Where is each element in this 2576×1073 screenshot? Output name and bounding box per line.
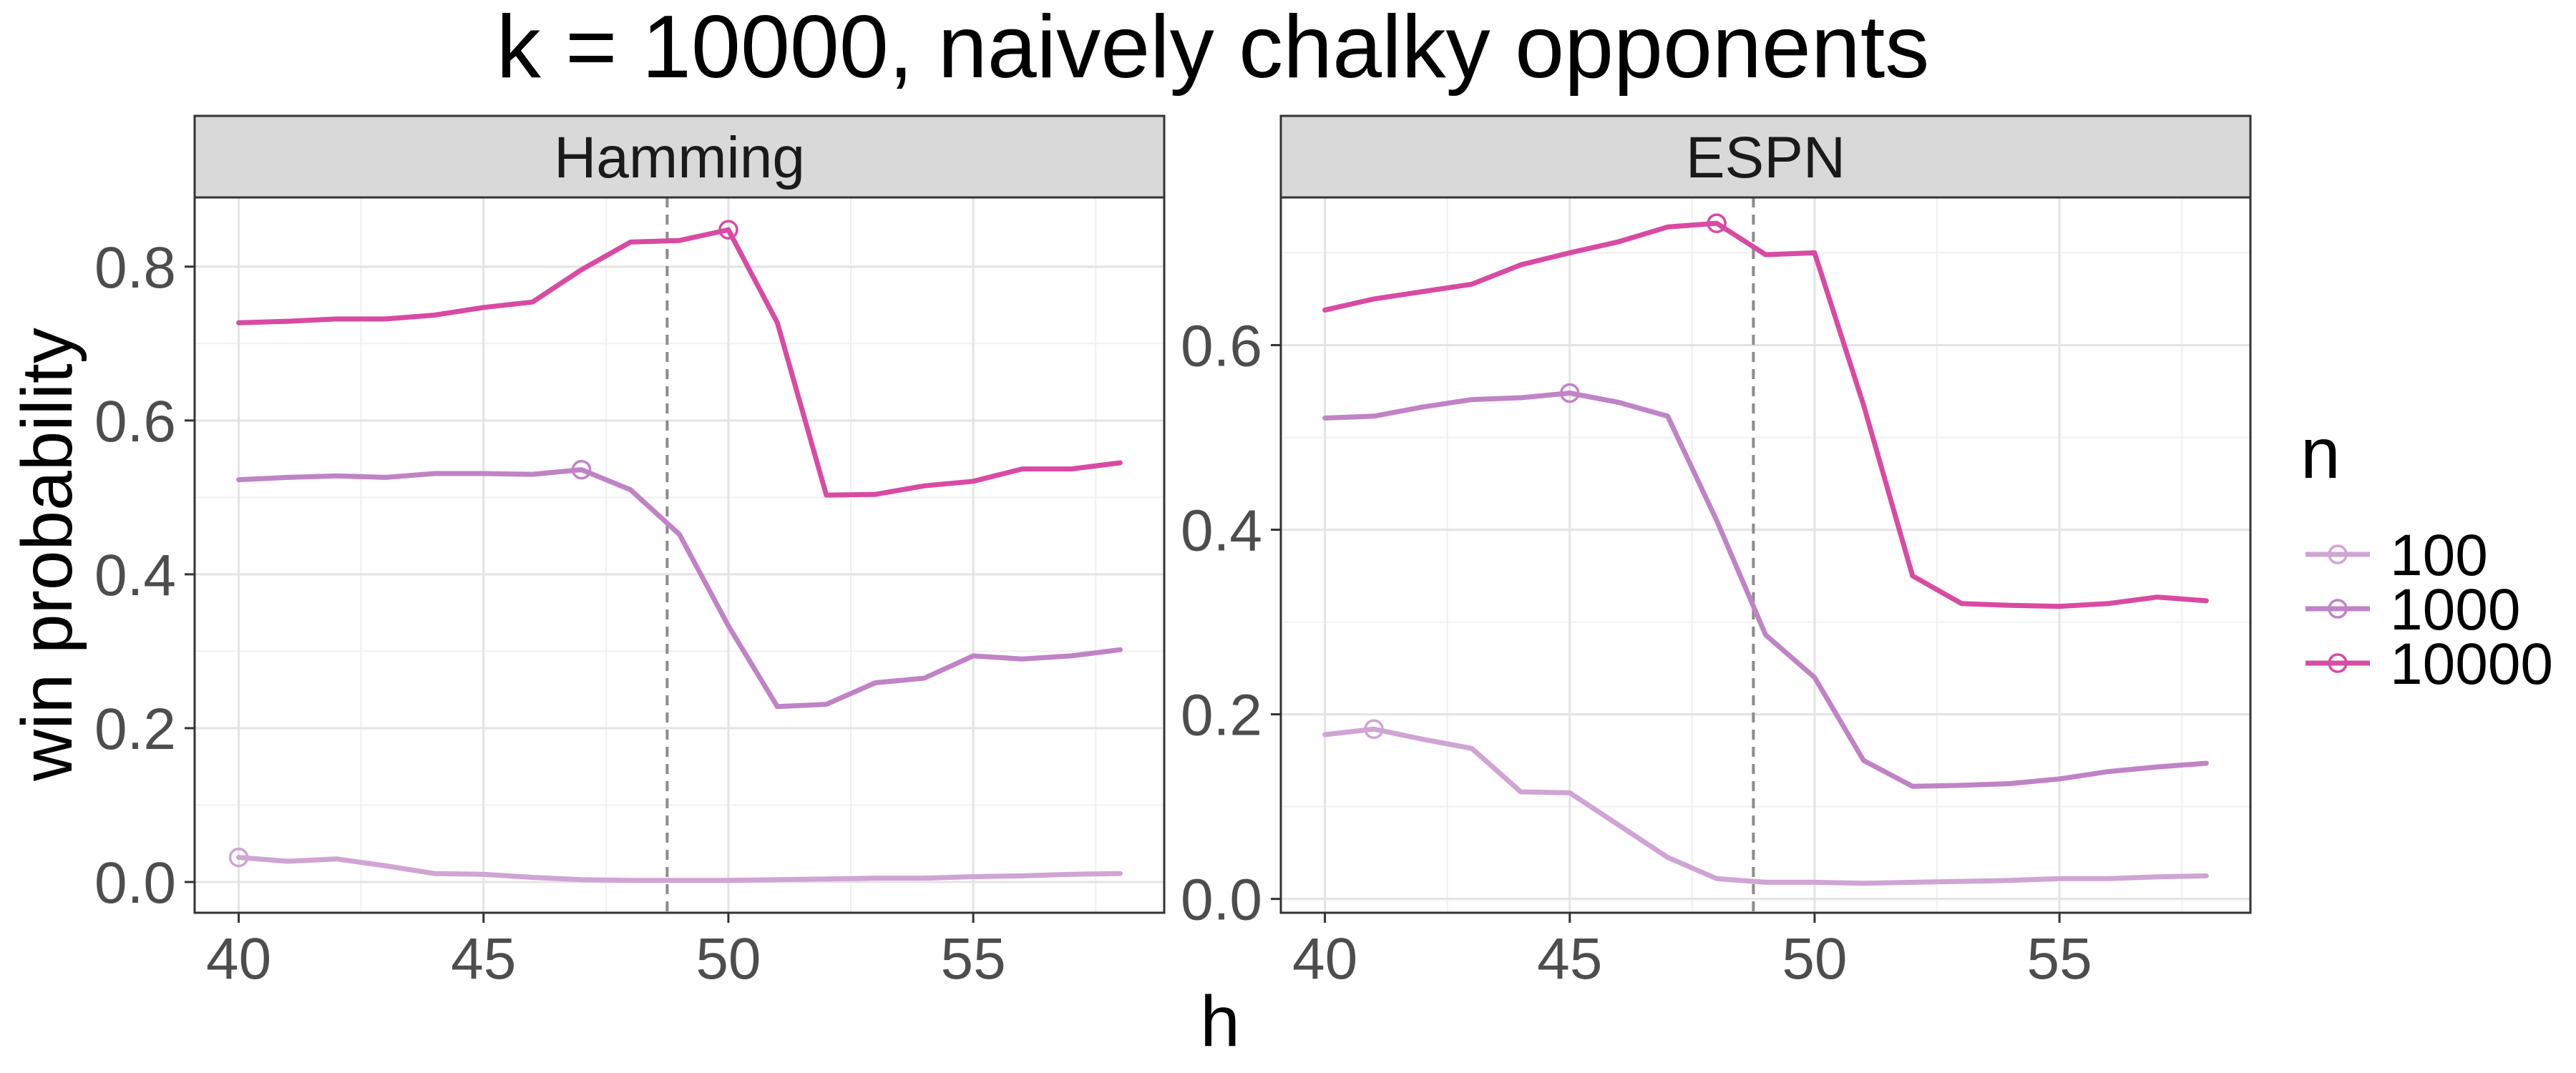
- legend-title: n: [2301, 413, 2341, 494]
- y-tick-label: 0.0: [94, 851, 176, 916]
- max-marker-100: [1364, 719, 1384, 739]
- max-marker-1000: [571, 459, 592, 480]
- y-tick-label: 0.2: [1181, 683, 1262, 748]
- legend-label-1000: 1000: [2390, 577, 2520, 642]
- y-tick-label: 0.8: [94, 235, 176, 300]
- panel-hamming: Hamming 40 45 50 55 0.0 0.2 0.4 0.6 0.8: [94, 114, 1166, 991]
- y-tick-label: 0.6: [94, 389, 176, 454]
- y-tick-label: 0.2: [94, 697, 176, 762]
- x-tick-label: 40: [1292, 926, 1357, 991]
- series-line-1000: [236, 467, 1123, 710]
- max-marker-10000: [1707, 213, 1727, 233]
- series-line-10000: [1322, 220, 2209, 609]
- y-axis-title: win probability: [7, 328, 87, 782]
- y-tick-label: 0.0: [1181, 868, 1262, 933]
- legend-key-marker-10000: [2328, 653, 2348, 673]
- plot-background: [1281, 197, 2250, 913]
- series-line-100: [1322, 726, 2209, 886]
- facet-strip: [193, 114, 1166, 199]
- x-axis-title: h: [1200, 981, 1240, 1062]
- series-line-100: [236, 855, 1123, 883]
- y-tick-label: 0.6: [1181, 313, 1262, 378]
- legend-key-marker-100: [2328, 544, 2348, 564]
- legend-key-marker-1000: [2328, 599, 2348, 619]
- x-tick-label: 40: [206, 926, 271, 991]
- x-tick-label: 50: [1782, 926, 1847, 991]
- panel-border: [193, 196, 1166, 914]
- max-marker-10000: [718, 220, 738, 240]
- y-tick-label: 0.4: [1181, 499, 1262, 564]
- y-tick-label: 0.4: [94, 543, 176, 608]
- chart-title: k = 10000, naively chalky opponents: [497, 0, 1930, 97]
- max-marker-100: [228, 847, 249, 868]
- panel-border: [1279, 196, 2252, 914]
- x-tick-label: 45: [451, 926, 516, 991]
- x-tick-label: 45: [1537, 926, 1602, 991]
- x-tick-label: 55: [940, 926, 1005, 991]
- series-line-1000: [1322, 391, 2209, 789]
- facet-strip-label: ESPN: [1686, 125, 1845, 190]
- panel-espn: ESPN 40 45 50 55 0.0 0.2 0.4 0.6: [1181, 114, 2252, 991]
- max-marker-1000: [1560, 383, 1580, 403]
- series-line-10000: [236, 227, 1123, 498]
- x-tick-label: 55: [2026, 926, 2092, 991]
- x-tick-label: 50: [696, 926, 761, 991]
- legend-label-100: 100: [2390, 523, 2488, 588]
- facet-strip-label: Hamming: [554, 125, 805, 190]
- legend-label-10000: 10000: [2390, 632, 2553, 697]
